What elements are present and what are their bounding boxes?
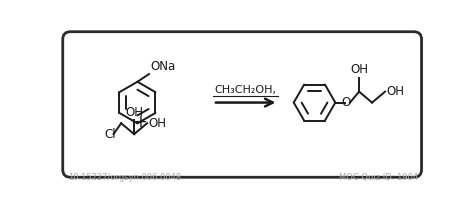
Text: MOC Quiz ID: 1904: MOC Quiz ID: 1904 <box>338 173 418 182</box>
Text: +: + <box>133 113 146 131</box>
Text: OH: OH <box>387 85 405 98</box>
Text: O: O <box>341 96 351 109</box>
Text: OH: OH <box>149 117 167 130</box>
FancyBboxPatch shape <box>63 32 421 177</box>
Text: ONa: ONa <box>151 60 176 73</box>
Text: Cl: Cl <box>104 128 116 141</box>
Text: OH: OH <box>125 106 143 119</box>
Text: OH: OH <box>350 63 368 76</box>
Text: 10.15227/orgsyn.006.0048: 10.15227/orgsyn.006.0048 <box>68 173 182 182</box>
Text: CH₃CH₂OH,: CH₃CH₂OH, <box>215 85 277 95</box>
